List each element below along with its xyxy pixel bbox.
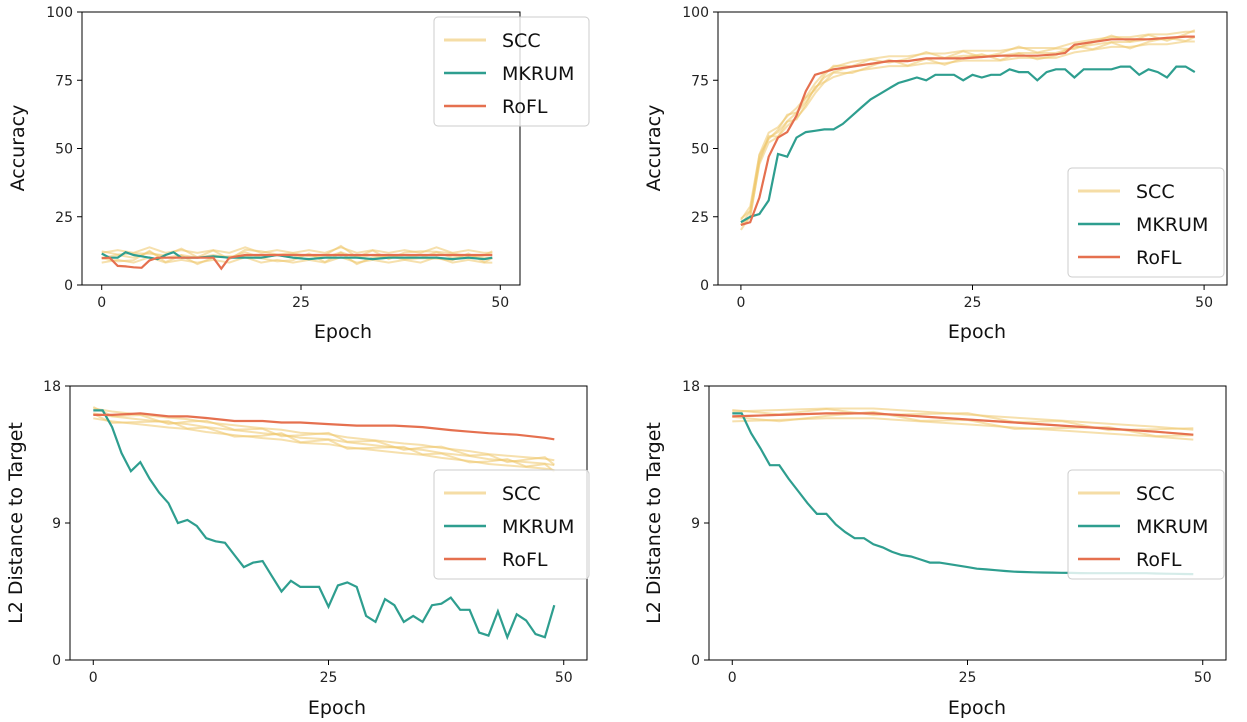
legend-frame	[433, 469, 590, 580]
y-axis-label: Accuracy	[7, 105, 29, 192]
y-axis-label: L2 Distance to Target	[5, 422, 27, 624]
x-axis-label: Epoch	[948, 321, 1006, 343]
legend-entry-mkrum: MKRUM	[444, 63, 574, 85]
legend: SCC MKRUM RoFL	[433, 469, 590, 580]
series-line-scc-4	[101, 246, 493, 254]
y-tick-label: 50	[691, 142, 709, 158]
subplot-bottom-right: 0 9 18 0 25 50 SCC MKRUM RoFL Epoch L2 Distan…	[643, 379, 1227, 719]
series-line-scc-4	[740, 30, 1195, 221]
series-line-scc-4	[732, 407, 1194, 431]
y-tick-label: 100	[46, 5, 73, 21]
legend-entry-rofl: RoFL	[1078, 549, 1182, 571]
legend-label-scc: SCC	[1136, 181, 1175, 203]
y-tick-label: 25	[691, 210, 709, 226]
y-tick-label: 25	[55, 210, 73, 226]
series-line-mkrum	[93, 409, 556, 641]
subplot-bottom-left: 0 9 18 0 25 50 SCC MKRUM RoFL Epoch L2 Distan…	[5, 379, 590, 719]
series-line-scc-0	[740, 40, 1195, 231]
x-tick-label: 25	[320, 670, 338, 686]
series-line-rofl	[732, 412, 1194, 436]
x-tick-label: 50	[491, 295, 509, 311]
legend-entry-scc: SCC	[1078, 181, 1175, 203]
x-tick-label: 0	[736, 295, 745, 311]
legend-label-rofl: RoFL	[502, 96, 548, 118]
legend-entry-mkrum: MKRUM	[1078, 516, 1208, 538]
legend-entry-scc: SCC	[1078, 483, 1175, 505]
legend: SCC MKRUM RoFL	[1067, 469, 1225, 580]
series-line-scc-0	[732, 417, 1194, 441]
y-tick-label: 9	[691, 516, 700, 532]
series-line-rofl	[93, 412, 555, 441]
y-axis-label: L2 Distance to Target	[643, 422, 665, 624]
plot-area: 0 25 50 75 100 0 25 50	[682, 5, 1228, 311]
series-line-scc-0	[93, 417, 555, 472]
series-line-scc-3	[92, 406, 555, 466]
y-tick-label: 0	[52, 653, 61, 669]
series-line-scc-4	[93, 407, 555, 462]
legend-label-mkrum: MKRUM	[1136, 214, 1208, 236]
series-line-scc-3	[740, 29, 1196, 220]
legend-entry-rofl: RoFL	[444, 96, 548, 118]
x-axis-label: Epoch	[308, 697, 366, 719]
y-tick-label: 75	[691, 73, 709, 89]
x-tick-label: 50	[1195, 295, 1213, 311]
legend: SCC MKRUM RoFL	[433, 16, 590, 127]
legend-label-rofl: RoFL	[502, 549, 548, 571]
legend-label-rofl: RoFL	[1136, 549, 1182, 571]
subplot-top-right: 0 25 50 75 100 0 25 50 SCC MKRUM RoFL Epoch Acc…	[643, 5, 1228, 343]
y-tick-label: 100	[682, 5, 709, 21]
y-tick-label: 18	[682, 379, 700, 395]
y-tick-label: 50	[55, 142, 73, 158]
legend-frame	[433, 16, 590, 127]
x-axis-label: Epoch	[948, 697, 1006, 719]
x-axis-label: Epoch	[314, 321, 372, 343]
legend: SCC MKRUM RoFL	[1067, 167, 1225, 278]
legend-entry-rofl: RoFL	[444, 549, 548, 571]
y-tick-label: 0	[64, 278, 73, 294]
legend-label-scc: SCC	[1136, 483, 1175, 505]
x-tick-label: 0	[728, 670, 737, 686]
legend-label-mkrum: MKRUM	[502, 516, 574, 538]
y-tick-label: 0	[691, 653, 700, 669]
y-tick-label: 9	[52, 516, 61, 532]
x-tick-label: 25	[959, 670, 977, 686]
series-line-mkrum	[101, 250, 493, 261]
legend-entry-mkrum: MKRUM	[1078, 214, 1208, 236]
legend-entry-mkrum: MKRUM	[444, 516, 574, 538]
legend-entry-scc: SCC	[444, 483, 541, 505]
legend-label-scc: SCC	[502, 483, 541, 505]
x-tick-label: 0	[97, 295, 106, 311]
x-tick-label: 50	[1194, 670, 1212, 686]
legend-frame	[1067, 469, 1225, 580]
series-line-mkrum	[740, 65, 1196, 224]
x-tick-label: 0	[89, 670, 98, 686]
y-axis-label: Accuracy	[643, 105, 665, 192]
series-line-rofl	[101, 253, 493, 271]
x-tick-label: 25	[964, 295, 982, 311]
legend-entry-scc: SCC	[444, 30, 541, 52]
x-tick-label: 25	[292, 295, 310, 311]
legend-entry-rofl: RoFL	[1078, 247, 1182, 269]
subplot-top-left: 0 25 50 75 100 0 25 50 SCC MKRUM RoFL Epoch Acc…	[7, 5, 590, 343]
x-tick-label: 50	[555, 670, 573, 686]
plot-area: 0 9 18 0 25 50	[682, 379, 1227, 686]
y-tick-label: 0	[700, 278, 709, 294]
y-tick-label: 75	[55, 73, 73, 89]
plot-area: 0 25 50 75 100 0 25 50	[46, 5, 521, 311]
legend-label-mkrum: MKRUM	[502, 63, 574, 85]
legend-label-mkrum: MKRUM	[1136, 516, 1208, 538]
y-tick-label: 18	[43, 379, 61, 395]
legend-label-rofl: RoFL	[1136, 247, 1182, 269]
legend-label-scc: SCC	[502, 30, 541, 52]
legend-frame	[1067, 167, 1225, 278]
series-line-rofl	[740, 35, 1195, 226]
